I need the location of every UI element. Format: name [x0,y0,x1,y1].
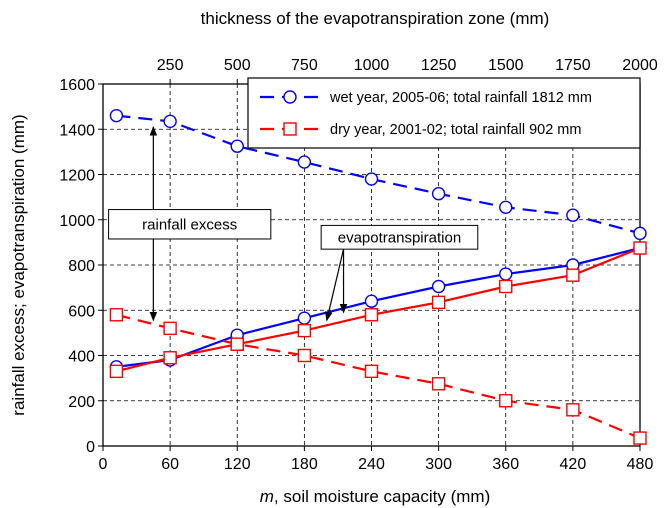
wet-year-excess-line [116,114,641,235]
x-axis-title-variable: m [260,487,274,506]
dry-year-et-point [566,268,580,282]
y-tick-label: 800 [68,258,95,275]
evapotranspiration-label: evapotranspiration [338,229,461,246]
dry-year-et-point [297,323,312,338]
dry-year-et-point [499,279,513,294]
dry-year-excess-point [566,403,580,417]
x-tick-label: 360 [492,456,519,473]
dry-year-excess-point [499,394,513,408]
top-x-tick-label: 1750 [555,57,591,74]
axis-ticks: 0 60 120 180 240 300 360 420 480 250 500 750 1000 125… [59,57,657,473]
wet-year-excess-point [633,226,647,241]
evapotranspiration-label-box [320,224,479,250]
y-tick-label: 1000 [59,213,95,230]
wet-year-et-point [431,279,446,294]
top-x-tick-label: 1500 [488,57,524,74]
evapotranspiration-arrow [324,249,345,322]
dry-year-series [109,241,647,445]
y-tick-label: 1600 [59,77,95,94]
x-tick-label: 120 [224,456,251,473]
wet-year-et-point [499,267,513,281]
wet-year-excess-point [364,172,379,186]
dry-year-et-point [109,364,124,379]
rainfall-excess-label-box [108,209,272,240]
dry-year-excess-point [364,364,379,379]
x-tick-label: 60 [161,456,179,473]
wet-year-excess-point [109,108,124,123]
x-tick-label: 0 [99,456,108,473]
annotations: rainfall excess evapotranspiration [108,126,479,322]
dry-year-excess-point [163,321,177,336]
wet-year-excess-point [499,200,513,215]
dry-year-excess-line [116,313,641,440]
dry-year-et-point [431,295,446,310]
dry-year-et-point [230,337,244,351]
top-x-tick-label: 500 [224,57,251,74]
dry-year-excess-point [633,431,647,445]
top-x-tick-label: 250 [157,57,184,74]
y-tick-label: 1400 [59,122,95,139]
x-axis-title-text: , soil moisture capacity (mm) [274,487,490,506]
top-x-tick-label: 1000 [354,57,390,74]
legend-box [247,77,641,149]
dry-year-et-point [633,241,647,255]
top-x-tick-label: 1250 [421,57,457,74]
y-tick-label: 400 [68,349,95,366]
top-x-tick-label: 750 [291,57,318,74]
x-tick-label: 240 [358,456,385,473]
wet-year-et-line [116,246,641,368]
x-tick-label: 480 [627,456,654,473]
dry-year-excess-point [431,377,446,391]
y-tick-label: 0 [86,439,95,456]
wet-year-excess-point [566,208,580,222]
dry-year-et-point [163,351,177,365]
y-axis-title: rainfall excess; evapotranspiration (mm) [9,114,28,415]
dry-year-excess-point [297,348,312,363]
wet-year-excess-point [163,114,177,129]
legend-wet-year-label: wet year, 2005-06; total rainfall 1812 m… [329,90,592,106]
wet-year-excess-point [431,187,446,201]
y-tick-label: 600 [68,303,95,320]
top-x-axis-title: thickness of the evapotranspiration zone… [201,9,550,28]
x-tick-label: 180 [291,456,318,473]
y-tick-label: 200 [68,394,95,411]
x-axis-title: m, soil moisture capacity (mm) [260,487,491,506]
legend: wet year, 2005-06; total rainfall 1812 m… [247,77,641,149]
top-x-tick-label: 2000 [622,57,658,74]
series [109,108,647,445]
legend-dry-year-marker [283,122,297,136]
x-tick-label: 300 [425,456,452,473]
legend-wet-year-marker [283,90,297,104]
wet-year-excess-point [230,139,244,153]
dry-year-et-point [364,308,379,322]
rainfall-excess-label: rainfall excess [142,216,237,233]
legend-dry-year-label: dry year, 2001-02; total rainfall 902 mm [330,122,581,138]
y-tick-label: 1200 [59,168,95,185]
wet-year-et-point [364,294,379,308]
wet-year-et-point [297,311,312,325]
x-tick-label: 420 [560,456,587,473]
wet-year-excess-point [297,155,312,169]
dry-year-excess-point [109,308,124,322]
